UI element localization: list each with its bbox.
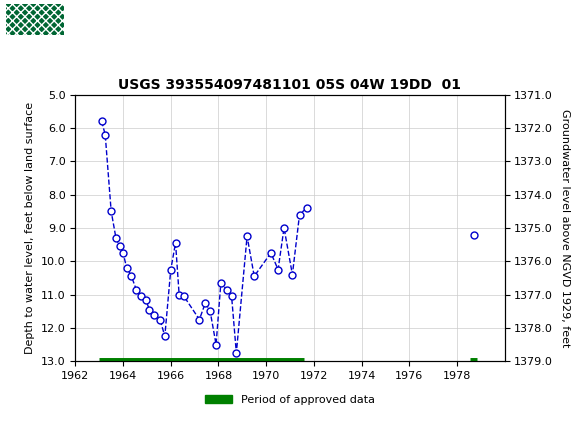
Y-axis label: Depth to water level, feet below land surface: Depth to water level, feet below land su… [26,102,35,354]
Y-axis label: Groundwater level above NGVD 1929, feet: Groundwater level above NGVD 1929, feet [560,109,570,347]
Legend: Period of approved data: Period of approved data [200,390,380,409]
Bar [6,4,64,35]
Text: USGS 393554097481101 05S 04W 19DD  01: USGS 393554097481101 05S 04W 19DD 01 [118,78,462,92]
Text: USGS: USGS [75,10,130,28]
Bar [6,4,64,35]
